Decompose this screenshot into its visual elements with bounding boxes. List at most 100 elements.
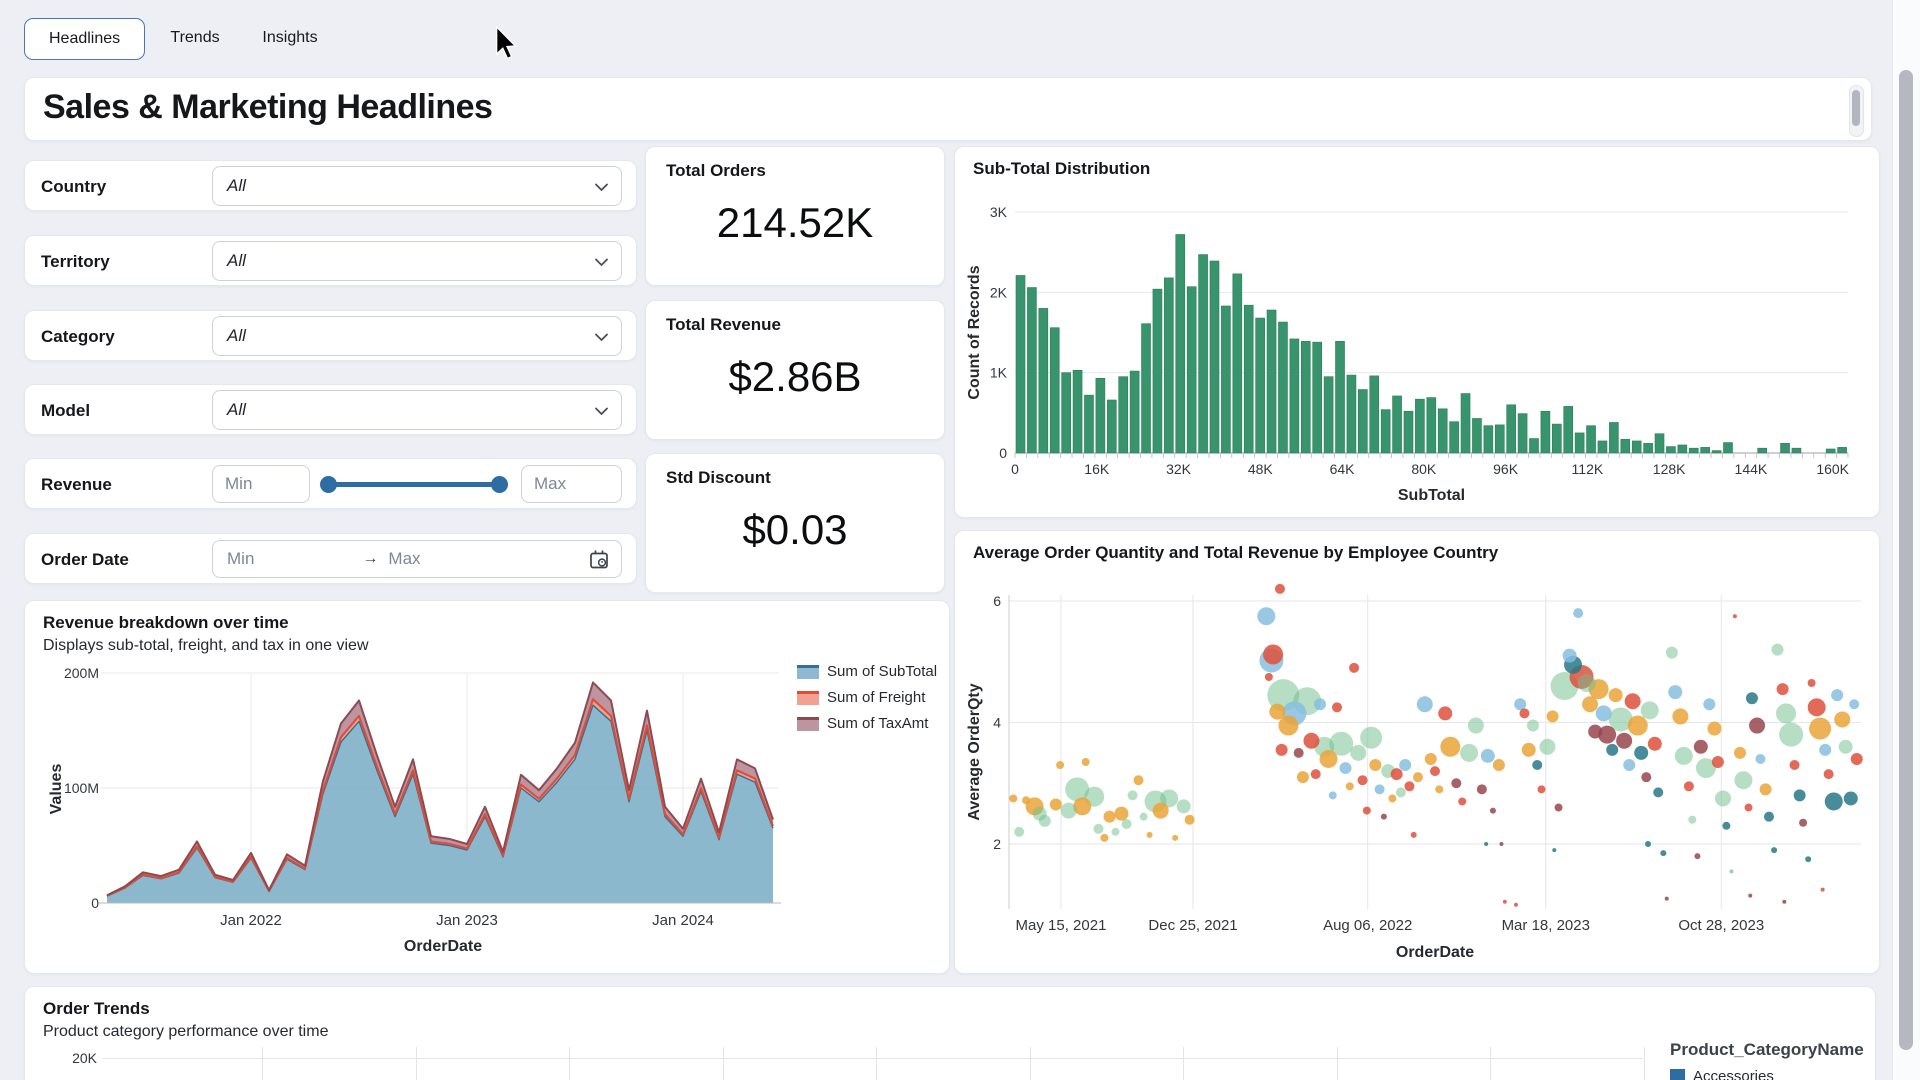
bubble (1388, 794, 1397, 803)
tab-insights[interactable]: Insights (262, 29, 318, 46)
accessories-legend-swatch (1670, 1069, 1685, 1080)
bubble (1319, 749, 1338, 768)
x-axis-title: OrderDate (1396, 944, 1474, 961)
bubble (1850, 752, 1863, 765)
svg-text:Dec 25, 2021: Dec 25, 2021 (1148, 917, 1237, 934)
legend-label: Sum of Freight (827, 689, 926, 706)
histogram-bar (1631, 440, 1642, 454)
model-value: All (227, 400, 246, 419)
bubble (1399, 759, 1412, 772)
bubble (1184, 814, 1195, 825)
bubble (1460, 743, 1479, 762)
x-axis-title: OrderDate (404, 938, 482, 955)
bubble (1499, 842, 1504, 846)
bubble (1146, 831, 1153, 838)
histogram-bar (1186, 286, 1197, 454)
bubble (1616, 732, 1633, 749)
histogram-bar (1597, 440, 1608, 454)
taxamt-line (106, 681, 774, 897)
histogram-bar (1540, 410, 1551, 454)
bubble (1623, 759, 1636, 772)
histogram-bar (1255, 317, 1265, 454)
histogram-bar (1118, 376, 1129, 454)
histogram-bar (1643, 443, 1653, 454)
kpi-value: $0.03 (742, 506, 848, 553)
y-axis-title: Values (48, 764, 65, 815)
bubble (1172, 834, 1179, 841)
gridline (262, 1047, 263, 1080)
revenue-min-input[interactable] (212, 465, 310, 503)
bubble (1779, 722, 1804, 747)
bubble (1834, 711, 1851, 728)
bubble (1660, 850, 1667, 857)
bubble (1369, 759, 1382, 772)
bubble (1430, 766, 1440, 777)
svg-text:Oct 28, 2023: Oct 28, 2023 (1678, 917, 1764, 934)
bubble (1269, 703, 1286, 720)
histogram-bar (1780, 443, 1790, 454)
histogram-bar (1723, 442, 1733, 454)
bubble (1820, 887, 1825, 892)
subtotal-distribution-card: Sub-Total Distribution 0 16K 32K 48K 64K 80K 9… (954, 146, 1880, 518)
bubble (1608, 707, 1633, 732)
bubble (1537, 785, 1546, 794)
bubble (1492, 759, 1505, 772)
order-date-max-placeholder: Max (388, 549, 421, 568)
histogram-bar (1323, 376, 1334, 454)
bubble (1824, 792, 1843, 811)
histogram-bar (1506, 404, 1516, 454)
histogram-bar (1449, 421, 1459, 454)
histogram-bar (1666, 446, 1676, 454)
histogram-bar (1620, 439, 1631, 454)
chevron-down-icon (595, 333, 608, 342)
bubble (1310, 769, 1321, 780)
tab-headlines[interactable]: Headlines (24, 18, 146, 60)
revenue-slider-max-handle[interactable] (491, 476, 508, 493)
legend-label: Sum of SubTotal (827, 663, 938, 680)
svg-text:160K: 160K (1816, 461, 1849, 477)
histogram-bar (1152, 288, 1163, 454)
histogram-bar (1266, 309, 1277, 454)
y-axis-tick-label: 20K (72, 1050, 97, 1066)
bubble (1349, 662, 1360, 673)
revenue-slider-track[interactable] (328, 482, 500, 487)
territory-label: Territory (41, 251, 110, 271)
revenue-slider[interactable] (320, 459, 508, 510)
svg-text:1K: 1K (990, 365, 1008, 381)
histogram-bar (1358, 389, 1368, 454)
bubble (1345, 782, 1354, 791)
legend-label: Accessories (1693, 1068, 1774, 1080)
bubble (1714, 790, 1731, 807)
page-scrollbar-thumb[interactable] (1899, 70, 1913, 1050)
bubble (1782, 899, 1787, 904)
title-card-scrollbar-thumb[interactable] (1851, 90, 1860, 126)
legend-label: Sum of TaxAmt (827, 715, 929, 732)
histogram-bar (1711, 450, 1722, 454)
bubble (1435, 785, 1444, 794)
country-dropdown[interactable]: All (212, 166, 622, 206)
page-scrollbar[interactable] (1892, 0, 1920, 1080)
histogram-bar (1552, 423, 1562, 454)
histogram-bar (1335, 341, 1345, 454)
chevron-down-icon (595, 183, 608, 192)
chevron-down-icon (595, 407, 608, 416)
territory-dropdown[interactable]: All (212, 241, 622, 281)
histogram-bar (1688, 447, 1699, 454)
gridline (1336, 1047, 1338, 1080)
bubble (1073, 797, 1092, 816)
title-card-scrollbar[interactable] (1849, 85, 1864, 137)
category-dropdown[interactable]: All (212, 316, 622, 356)
revenue-max-input[interactable] (521, 465, 622, 503)
model-dropdown[interactable]: All (212, 390, 622, 430)
revenue-slider-min-handle[interactable] (320, 476, 337, 493)
order-date-range-input[interactable]: Min → Max (212, 540, 622, 578)
calendar-icon[interactable] (588, 549, 610, 571)
bubble (1103, 810, 1116, 823)
bubble (1458, 797, 1467, 806)
svg-text:200M: 200M (64, 665, 99, 681)
histogram-bar (1415, 398, 1425, 454)
gridline (876, 1047, 877, 1080)
tab-trends[interactable]: Trends (170, 29, 220, 46)
bubble (1734, 746, 1747, 759)
